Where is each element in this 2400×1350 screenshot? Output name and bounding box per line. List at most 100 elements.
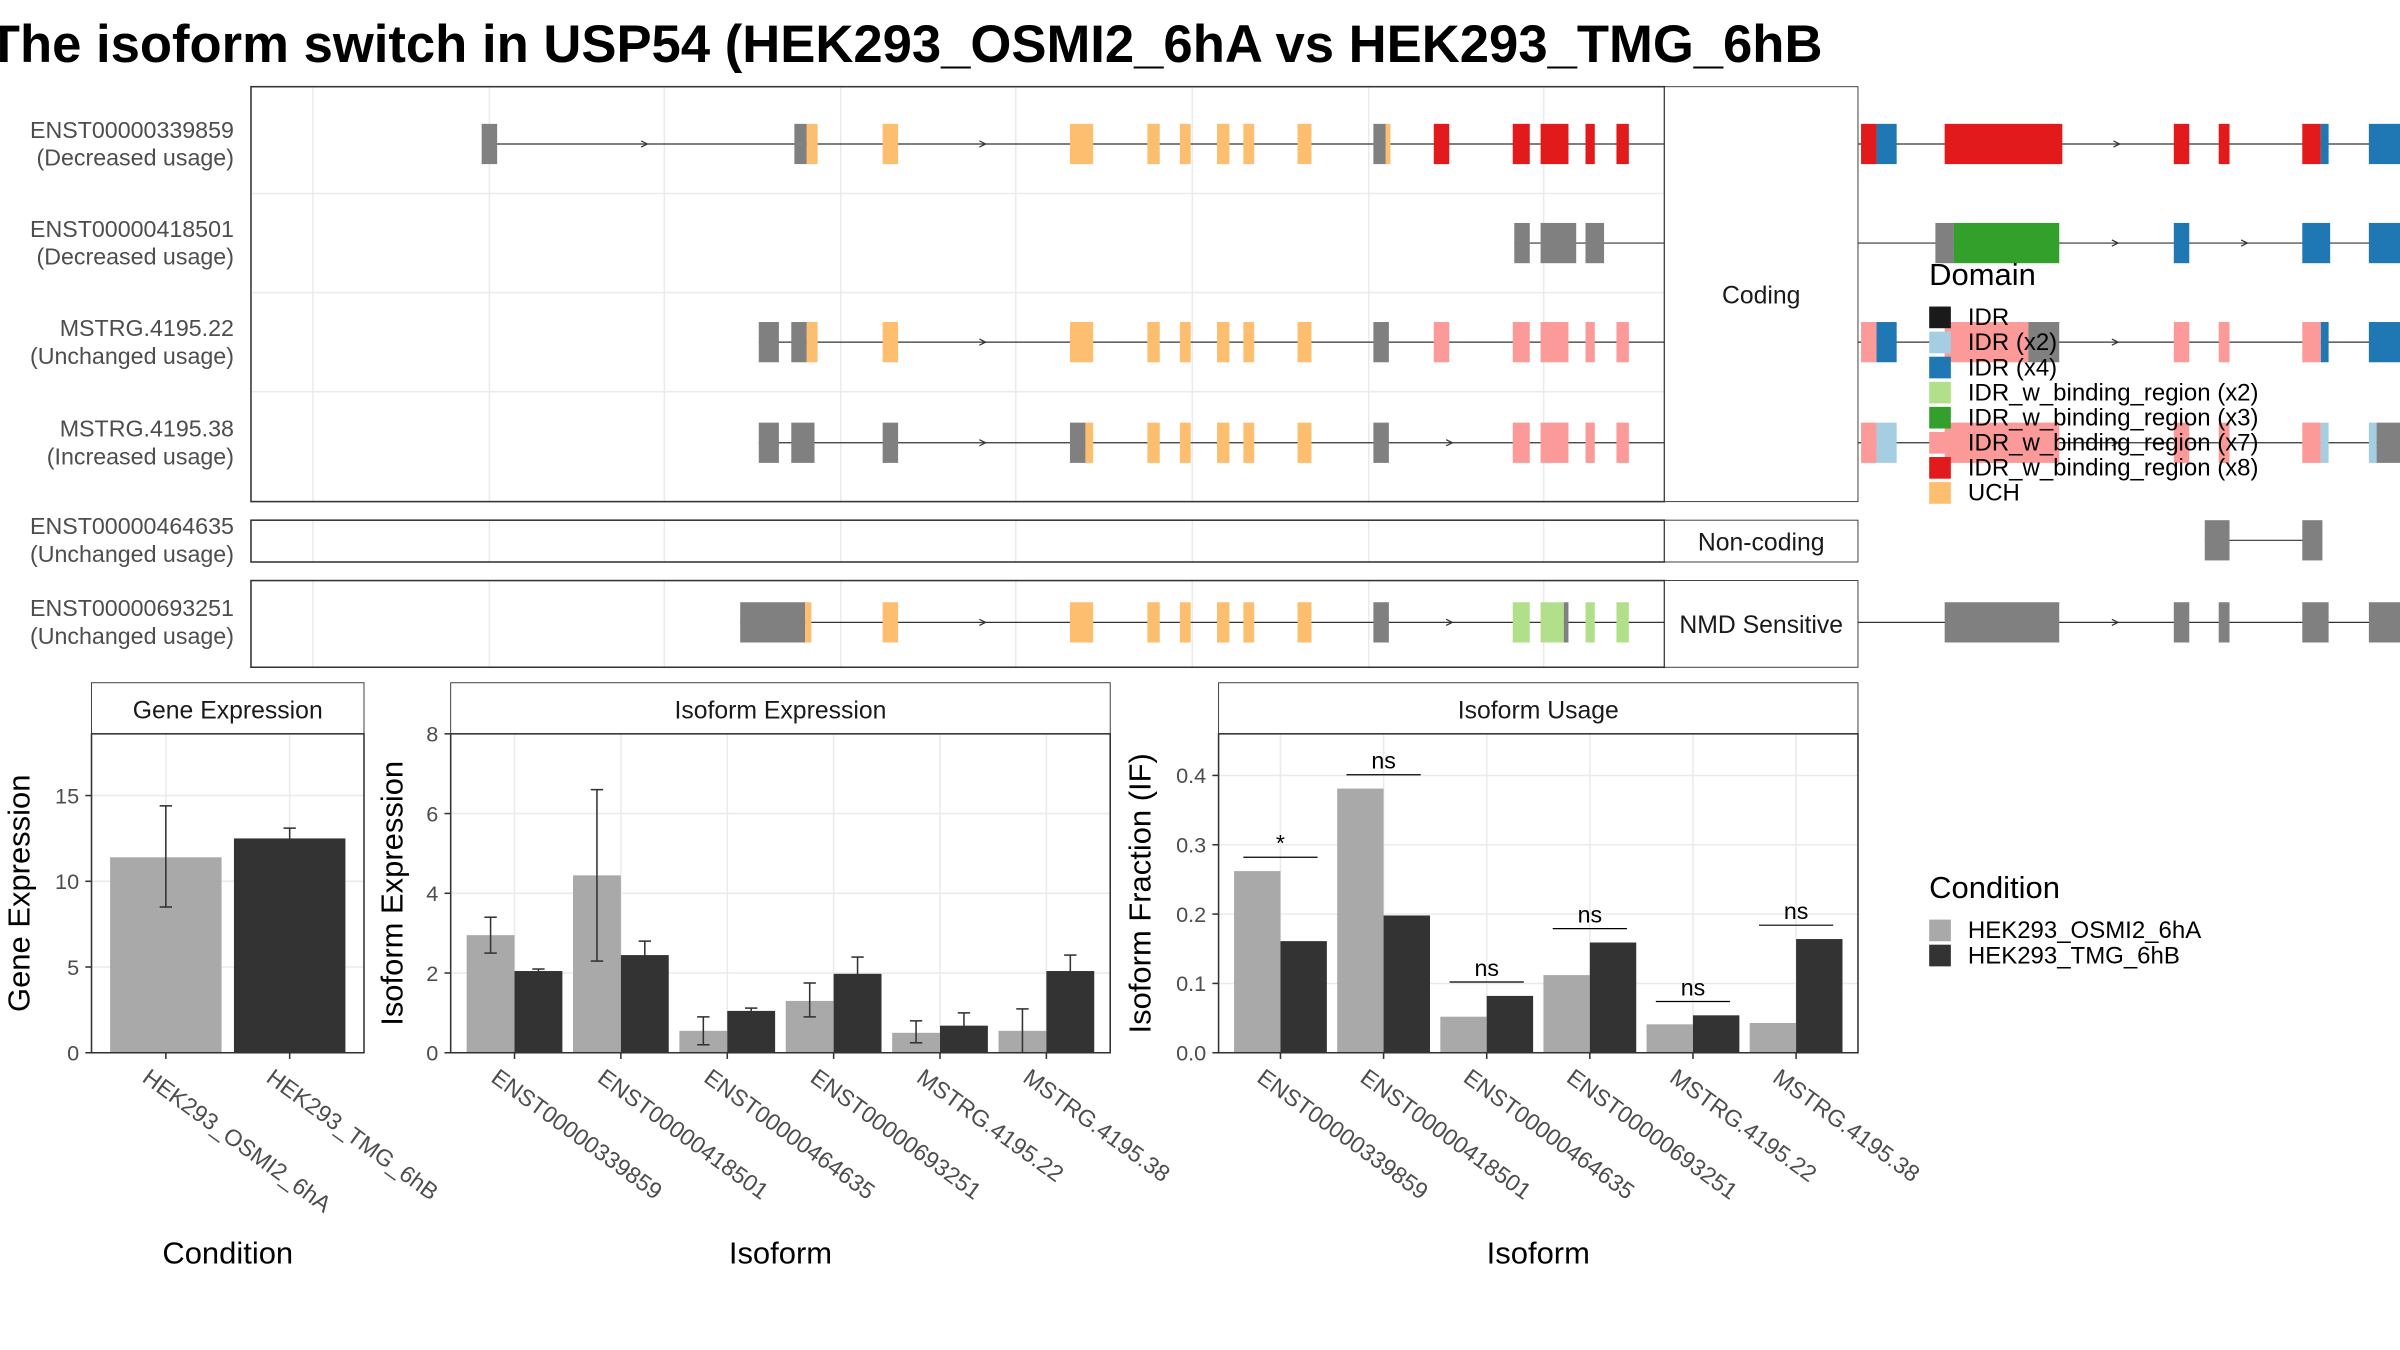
x-tick-label: ENST00000339859	[487, 1064, 667, 1205]
bar	[1440, 1017, 1486, 1053]
y-tick-label: 10	[55, 869, 79, 894]
y-tick-label: 0.3	[1176, 833, 1206, 858]
exon-uch	[1180, 423, 1191, 463]
exon-none	[1373, 423, 1388, 463]
exon-uch	[1147, 423, 1159, 463]
exon-idr-w-binding-region-x7-	[2302, 423, 2321, 463]
exon-uch	[883, 322, 898, 362]
exon-uch	[1243, 124, 1254, 164]
exon-none	[2369, 602, 2400, 642]
exon-uch	[1070, 322, 1093, 362]
exon-idr-w-binding-region-x7-	[2219, 322, 2230, 362]
exon-uch	[1147, 602, 1159, 642]
legend-swatch	[1929, 482, 1951, 504]
legend-swatch	[1929, 457, 1951, 479]
legend-title: Condition	[1929, 870, 2060, 905]
legend-label: UCH	[1968, 480, 2020, 507]
bar	[1647, 1024, 1693, 1052]
exon-none	[740, 602, 805, 642]
exon-none	[2174, 602, 2189, 642]
exon-idr-w-binding-region-x7-	[2174, 322, 2189, 362]
exon-uch	[805, 602, 811, 642]
exon-uch	[1217, 423, 1229, 463]
exon-uch	[1243, 423, 1254, 463]
x-axis-title: Condition	[162, 1235, 293, 1270]
exon-idr-w-binding-region-x8-	[1585, 124, 1594, 164]
exon-uch	[1298, 602, 1312, 642]
bar	[1590, 943, 1636, 1053]
y-tick-label: 0	[426, 1040, 438, 1065]
transcript-id: ENST00000339859	[30, 117, 234, 143]
legend-label: IDR_w_binding_region (x7)	[1968, 430, 2259, 457]
exon-idr-x4-	[2369, 124, 2400, 164]
exon-idr-w-binding-region-x2-	[1513, 602, 1530, 642]
y-tick-label: 8	[426, 722, 438, 747]
exon-none	[1373, 322, 1388, 362]
exon-none	[2219, 602, 2230, 642]
exon-uch	[1085, 423, 1093, 463]
x-tick-label: ENST00000339859	[1253, 1064, 1433, 1205]
exon-none	[2302, 602, 2328, 642]
y-tick-label: 2	[426, 961, 438, 986]
exon-idr-w-binding-region-x8-	[1434, 124, 1449, 164]
exon-idr-w-binding-region-x8-	[2219, 124, 2230, 164]
facet-label: Coding	[1722, 282, 1800, 309]
exon-idr-w-binding-region-x8-	[1861, 124, 1876, 164]
facet-label: Non-coding	[1698, 529, 1825, 556]
y-axis-title: Gene Expression	[2, 775, 37, 1012]
x-axis-title: Isoform	[729, 1235, 832, 1270]
bar	[1337, 789, 1383, 1053]
exon-idr-x2-	[2369, 423, 2377, 463]
exon-idr-w-binding-region-x7-	[1616, 423, 1628, 463]
exon-idr-x2-	[1877, 423, 1897, 463]
exon-idr-w-binding-region-x7-	[1616, 322, 1628, 362]
exon-idr-w-binding-region-x7-	[1513, 423, 1530, 463]
exon-idr-x4-	[1877, 124, 1897, 164]
exon-idr-x4-	[1877, 322, 1897, 362]
exon-uch	[807, 124, 818, 164]
structure-panel-bg	[251, 520, 1664, 562]
exon-none	[791, 423, 814, 463]
exon-idr-x2-	[2321, 423, 2329, 463]
structure-panel-bg	[251, 87, 1664, 502]
transcript-usage: (Unchanged usage)	[30, 541, 234, 567]
exon-idr-w-binding-region-x2-	[1585, 602, 1594, 642]
significance-label: ns	[1784, 898, 1809, 924]
structure-panel-bg	[251, 581, 1664, 668]
exon-idr-w-binding-region-x8-	[2174, 124, 2189, 164]
exon-uch	[1147, 124, 1159, 164]
exon-uch	[1386, 124, 1391, 164]
bar	[1796, 939, 1842, 1053]
x-tick-label: ENST00000693251	[806, 1064, 986, 1205]
y-tick-label: 0.2	[1176, 902, 1206, 927]
bar	[1384, 915, 1430, 1052]
legend-swatch	[1929, 332, 1951, 354]
legend-label: IDR_w_binding_region (x8)	[1968, 455, 2259, 482]
exon-uch	[1243, 602, 1254, 642]
domain-legend: DomainIDRIDR (x2)IDR (x4)IDR_w_binding_r…	[1929, 257, 2258, 507]
condition-legend: ConditionHEK293_OSMI2_6hAHEK293_TMG_6hB	[1929, 870, 2201, 969]
exon-none	[759, 322, 779, 362]
exon-none	[1585, 223, 1604, 263]
exon-none	[482, 124, 497, 164]
significance-label: ns	[1474, 955, 1499, 981]
transcript-usage: (Unchanged usage)	[30, 343, 234, 369]
exon-none	[2377, 423, 2400, 463]
bar	[1234, 871, 1280, 1053]
exon-idr-w-binding-region-x2-	[1541, 602, 1564, 642]
exon-none	[1945, 602, 2060, 642]
bar	[1543, 975, 1589, 1053]
exon-uch	[1298, 322, 1312, 362]
legend-swatch	[1929, 382, 1951, 404]
panel-title: Gene Expression	[133, 697, 323, 724]
exon-idr-w-binding-region-x7-	[1585, 322, 1594, 362]
transcript-id: MSTRG.4195.38	[60, 416, 234, 442]
exon-idr-w-binding-region-x7-	[2302, 322, 2321, 362]
transcript-usage: (Decreased usage)	[36, 145, 233, 171]
x-tick-label: ENST00000464635	[1459, 1064, 1639, 1205]
y-tick-label: 15	[55, 783, 79, 808]
exon-none	[791, 322, 806, 362]
exon-none	[1373, 602, 1388, 642]
exon-idr-w-binding-region-x2-	[1616, 602, 1628, 642]
exon-idr-x4-	[2302, 223, 2330, 263]
